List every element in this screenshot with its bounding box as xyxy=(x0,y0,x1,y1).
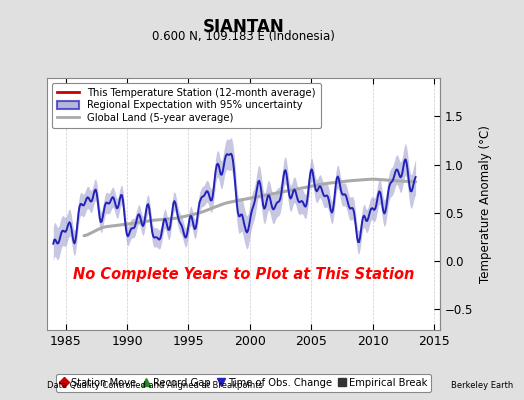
Legend: Station Move, Record Gap, Time of Obs. Change, Empirical Break: Station Move, Record Gap, Time of Obs. C… xyxy=(56,374,431,392)
Text: Data Quality Controlled and Aligned at Breakpoints: Data Quality Controlled and Aligned at B… xyxy=(47,381,263,390)
Text: SIANTAN: SIANTAN xyxy=(203,18,285,36)
Text: No Complete Years to Plot at This Station: No Complete Years to Plot at This Statio… xyxy=(73,267,414,282)
Text: 0.600 N, 109.183 E (Indonesia): 0.600 N, 109.183 E (Indonesia) xyxy=(152,30,335,43)
Y-axis label: Temperature Anomaly (°C): Temperature Anomaly (°C) xyxy=(479,125,492,283)
Text: Berkeley Earth: Berkeley Earth xyxy=(451,381,514,390)
